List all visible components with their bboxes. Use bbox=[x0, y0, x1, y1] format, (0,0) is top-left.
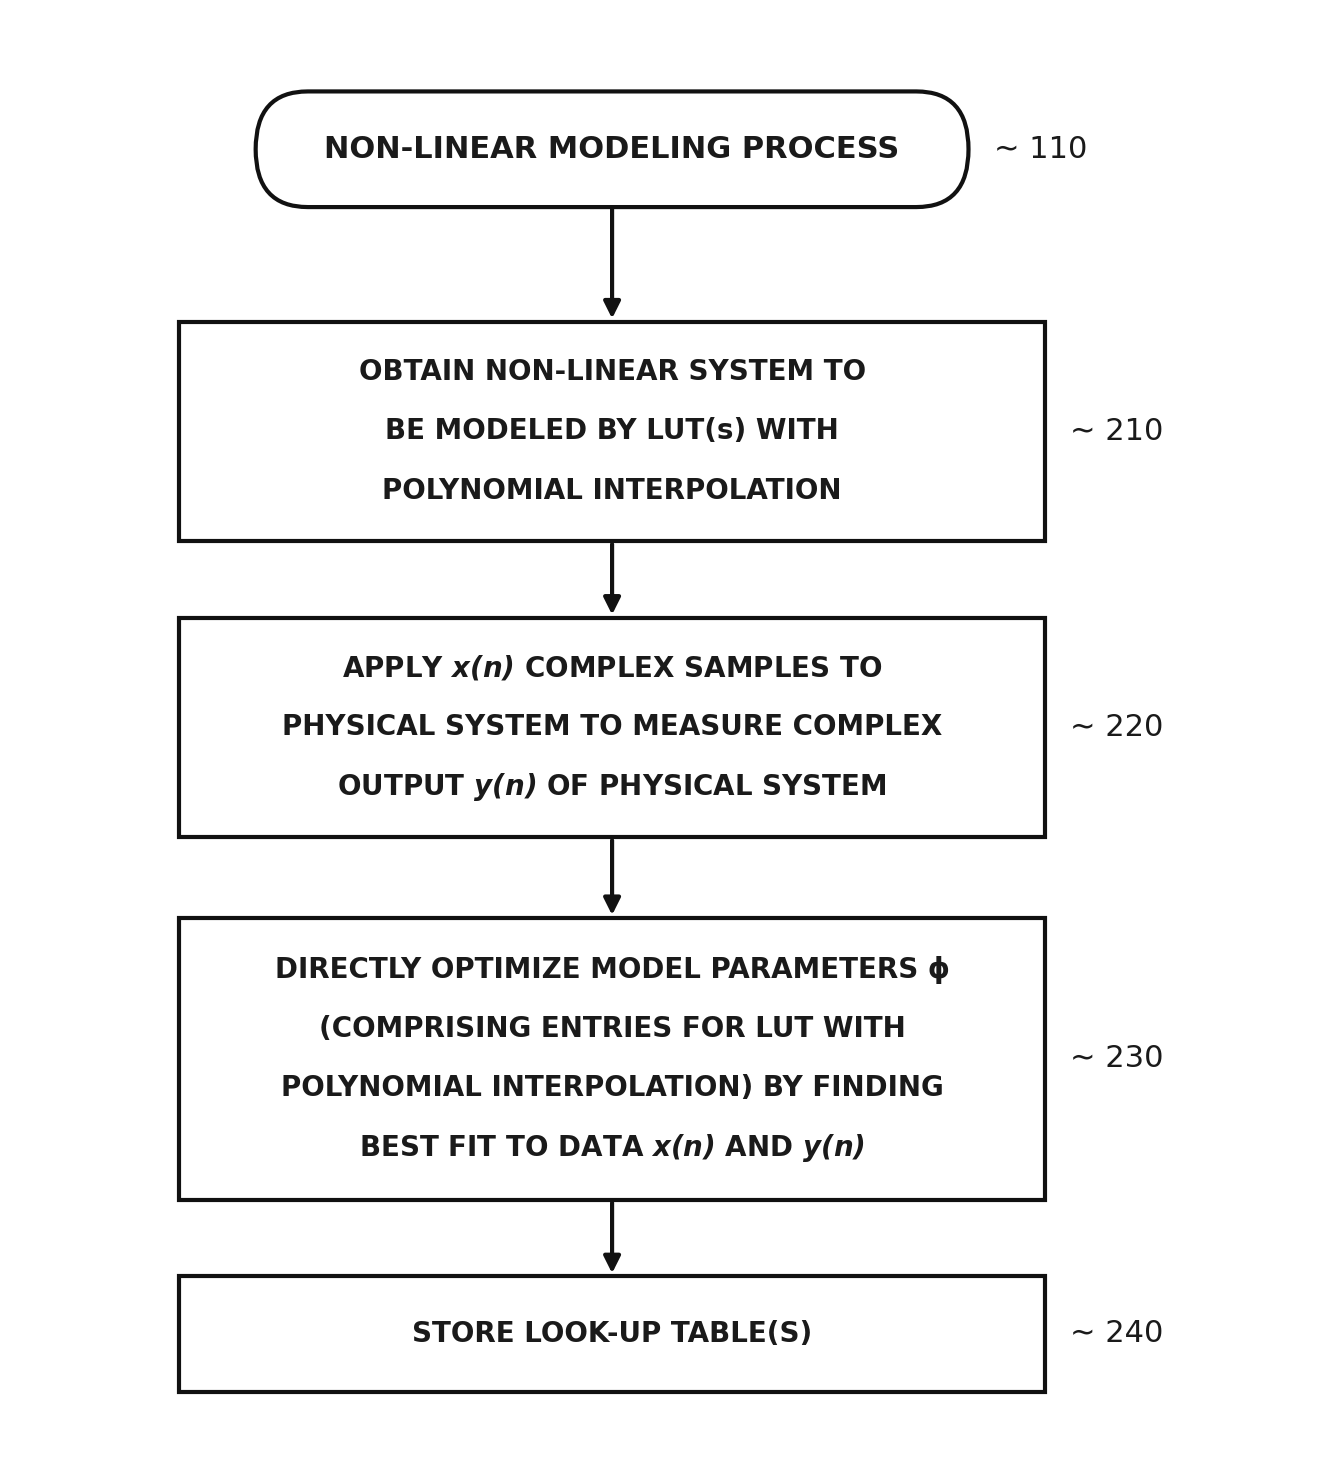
Bar bbox=[179, 618, 1045, 837]
Text: ∼ 220: ∼ 220 bbox=[1070, 712, 1164, 742]
Text: ∼ 210: ∼ 210 bbox=[1070, 417, 1164, 445]
Text: BE MODELED BY LUT(s) WITH: BE MODELED BY LUT(s) WITH bbox=[386, 417, 839, 445]
Text: STORE LOOK-UP TABLE(S): STORE LOOK-UP TABLE(S) bbox=[412, 1319, 813, 1349]
Text: (COMPRISING ENTRIES FOR LUT WITH: (COMPRISING ENTRIES FOR LUT WITH bbox=[318, 1015, 906, 1043]
Text: BEST FIT TO DATA $\bfit{x}$$\bfit{(}$$\bfit{n}$$\bfit{)}$ AND $\bfit{y}$$\bfit{(: BEST FIT TO DATA $\bfit{x}$$\bfit{(}$$\b… bbox=[359, 1131, 865, 1163]
Text: APPLY $\bfit{x}$$\bfit{(}$$\bfit{n}$$\bfit{)}$ COMPLEX SAMPLES TO: APPLY $\bfit{x}$$\bfit{(}$$\bfit{n}$$\bf… bbox=[342, 654, 882, 683]
Bar bbox=[179, 918, 1045, 1200]
Text: NON-LINEAR MODELING PROCESS: NON-LINEAR MODELING PROCESS bbox=[325, 135, 900, 163]
FancyBboxPatch shape bbox=[256, 91, 968, 207]
Bar bbox=[179, 1277, 1045, 1391]
Text: PHYSICAL SYSTEM TO MEASURE COMPLEX: PHYSICAL SYSTEM TO MEASURE COMPLEX bbox=[282, 714, 943, 742]
Text: OUTPUT $\bfit{y}$$\bfit{(}$$\bfit{n}$$\bfit{)}$ OF PHYSICAL SYSTEM: OUTPUT $\bfit{y}$$\bfit{(}$$\bfit{n}$$\b… bbox=[337, 771, 887, 802]
Text: POLYNOMIAL INTERPOLATION: POLYNOMIAL INTERPOLATION bbox=[382, 476, 842, 504]
Text: ∼ 230: ∼ 230 bbox=[1070, 1044, 1164, 1074]
Text: ∼ 110: ∼ 110 bbox=[994, 135, 1087, 163]
Text: OBTAIN NON-LINEAR SYSTEM TO: OBTAIN NON-LINEAR SYSTEM TO bbox=[358, 358, 866, 386]
Text: DIRECTLY OPTIMIZE MODEL PARAMETERS ϕ: DIRECTLY OPTIMIZE MODEL PARAMETERS ϕ bbox=[274, 956, 949, 984]
Bar bbox=[179, 322, 1045, 541]
Text: ∼ 240: ∼ 240 bbox=[1070, 1319, 1164, 1349]
Text: POLYNOMIAL INTERPOLATION) BY FINDING: POLYNOMIAL INTERPOLATION) BY FINDING bbox=[281, 1074, 944, 1102]
